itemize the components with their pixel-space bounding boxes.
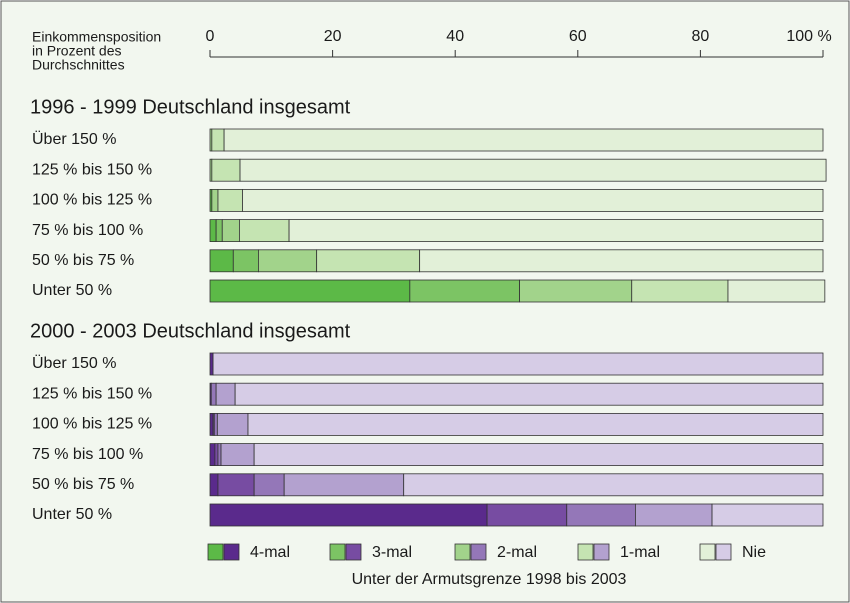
legend-label: 1-mal <box>620 544 660 561</box>
bar-segment <box>209 473 219 497</box>
x-tick-label: 20 <box>324 28 342 45</box>
bar-segment <box>214 443 219 467</box>
axis-label: Einkommensposition <box>32 29 161 45</box>
legend-label: Nie <box>742 544 766 561</box>
bar-segment <box>403 473 824 497</box>
bar-segment <box>217 443 222 467</box>
bar-segment <box>220 443 255 467</box>
bar-segment <box>283 473 405 497</box>
category-label: 100 % bis 125 % <box>32 416 152 433</box>
group-title: 2000 - 2003 Deutschland insgesamt <box>30 320 351 342</box>
bar-segment <box>209 503 488 527</box>
x-tick-label: 80 <box>692 28 710 45</box>
category-label: Unter 50 % <box>32 506 112 523</box>
bar-segment <box>210 382 217 406</box>
bar-segment <box>519 279 633 303</box>
bar-segment <box>486 503 568 527</box>
bar-segment <box>316 249 421 273</box>
legend-label: 3-mal <box>372 544 412 561</box>
axis-label: Durchschnittes <box>32 57 125 73</box>
bar-segment <box>253 473 285 497</box>
category-label: Über 150 % <box>32 354 117 372</box>
legend-swatch <box>454 543 471 561</box>
bar-segment <box>209 443 216 467</box>
bar-segment <box>217 188 243 212</box>
legend-swatch <box>207 543 224 561</box>
bar-segment <box>631 279 729 303</box>
bar-segment <box>209 412 214 436</box>
legend-swatch <box>345 543 362 561</box>
category-label: 125 % bis 150 % <box>32 161 152 178</box>
category-label: Unter 50 % <box>32 282 112 299</box>
bar-segment <box>209 279 411 303</box>
bar-segment <box>258 249 318 273</box>
axis-label: in Prozent des <box>32 43 122 59</box>
category-label: 50 % bis 75 % <box>32 476 134 493</box>
bar-segment <box>232 249 259 273</box>
category-label: 75 % bis 100 % <box>32 222 143 239</box>
bar-segment <box>215 219 223 243</box>
bar-segment <box>211 158 241 182</box>
category-label: 75 % bis 100 % <box>32 446 143 463</box>
x-tick-label: 60 <box>569 28 587 45</box>
category-label: 100 % bis 125 % <box>32 192 152 209</box>
legend-swatch <box>577 543 594 561</box>
bar-segment <box>635 503 713 527</box>
category-label: Über 150 % <box>32 130 117 148</box>
bar-segment <box>217 473 255 497</box>
bar-segment <box>234 382 824 406</box>
bar-segment <box>209 352 214 376</box>
legend-swatch <box>470 543 487 561</box>
group-title: 1996 - 1999 Deutschland insgesamt <box>30 96 351 118</box>
category-label: 125 % bis 150 % <box>32 385 152 402</box>
bar-segment <box>727 279 826 303</box>
legend-label: 4-mal <box>250 544 290 561</box>
bar-segment <box>212 352 824 376</box>
bar-segment <box>221 219 240 243</box>
bar-segment <box>211 128 225 152</box>
bar-segment <box>215 382 236 406</box>
bar-segment <box>223 128 824 152</box>
x-tick-label: 0 <box>206 28 215 45</box>
bar-segment <box>409 279 520 303</box>
bar-segment <box>216 412 249 436</box>
bar-segment <box>209 219 217 243</box>
x-tick-label: 100 % <box>786 28 831 45</box>
category-label: 50 % bis 75 % <box>32 252 134 269</box>
bar-segment <box>211 188 219 212</box>
bar-segment <box>253 443 824 467</box>
legend-swatch <box>223 543 240 561</box>
caption: Unter der Armutsgrenze 1998 bis 2003 <box>352 571 627 588</box>
x-tick-label: 40 <box>446 28 464 45</box>
bar-segment <box>711 503 824 527</box>
bar-segment <box>213 412 218 436</box>
bar-segment <box>566 503 636 527</box>
legend-swatch <box>715 543 732 561</box>
bar-segment <box>239 158 827 182</box>
bar-segment <box>239 219 290 243</box>
bar-segment <box>242 188 824 212</box>
legend-swatch <box>699 543 716 561</box>
legend-swatch <box>593 543 610 561</box>
legend-swatch <box>329 543 346 561</box>
bar-segment <box>419 249 824 273</box>
bar-segment <box>288 219 824 243</box>
legend-label: 2-mal <box>497 544 537 561</box>
bar-segment <box>209 249 234 273</box>
bar-segment <box>247 412 824 436</box>
